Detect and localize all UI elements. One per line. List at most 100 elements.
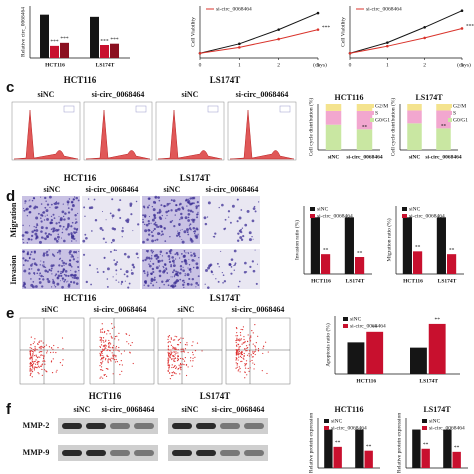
event-dot	[261, 370, 263, 372]
event-dot	[175, 367, 177, 370]
event-dot	[102, 360, 104, 362]
event-dot	[243, 352, 245, 355]
cell-dot	[125, 270, 129, 274]
event-dot	[113, 326, 116, 328]
cell-dot	[58, 238, 60, 240]
event-dot	[196, 342, 199, 344]
cell-dot	[106, 278, 109, 280]
event-dot	[183, 360, 186, 362]
legend-swatch	[343, 324, 348, 328]
cell-dot	[78, 250, 80, 253]
category-label: HCT116	[311, 278, 331, 284]
blot-band	[86, 450, 106, 456]
cell-dot	[237, 232, 240, 235]
event-dot	[246, 340, 249, 343]
cell-dot	[59, 272, 62, 275]
bar-segment	[436, 110, 451, 129]
cell-dot	[40, 220, 43, 223]
cell-dot	[244, 223, 248, 227]
cell-dot	[195, 236, 199, 239]
bar-segment	[325, 124, 342, 150]
cell-dot	[148, 229, 151, 232]
cell-dot	[177, 274, 179, 277]
x-tick-label: 2	[423, 62, 426, 68]
cell-dot	[48, 249, 50, 251]
cell-dot	[179, 235, 181, 238]
event-dot	[52, 351, 54, 353]
event-dot	[235, 358, 238, 360]
event-dot	[167, 357, 169, 359]
event-dot	[30, 356, 32, 358]
cell-dot	[142, 259, 145, 262]
event-dot	[174, 357, 177, 359]
bar-segment	[356, 129, 373, 150]
event-dot	[32, 355, 34, 357]
cell-dot	[126, 275, 129, 278]
cell-dot	[158, 269, 162, 273]
cell-dot	[113, 249, 116, 252]
cell-dot	[24, 259, 27, 262]
cell-dot	[22, 285, 25, 288]
cell-dot	[206, 216, 209, 218]
event-dot	[194, 356, 196, 358]
cell-dot	[158, 287, 161, 289]
bar-segment	[407, 104, 422, 111]
event-dot	[41, 351, 43, 353]
cell-dot	[68, 198, 71, 200]
event-dot	[253, 363, 256, 365]
cell-dot	[73, 250, 76, 254]
event-dot	[100, 366, 103, 368]
event-dot	[246, 350, 248, 352]
line	[199, 29, 319, 54]
cell-dot	[160, 234, 163, 236]
cell-line: LS174T	[210, 293, 241, 303]
cell-dot	[183, 281, 186, 284]
cell-dot	[29, 225, 31, 227]
cell-dot	[70, 208, 74, 211]
cell-dot	[193, 254, 197, 257]
event-dot	[171, 358, 173, 361]
event-dot	[177, 354, 179, 357]
cell-dot	[61, 259, 64, 262]
cell-dot	[30, 264, 33, 267]
blot-band	[62, 423, 82, 429]
cell-dot	[47, 280, 51, 284]
event-dot	[36, 348, 38, 351]
cell-dot	[60, 274, 63, 277]
significance: **	[357, 250, 363, 256]
cell-dot	[57, 274, 61, 278]
event-dot	[246, 354, 249, 356]
cell-dot	[55, 228, 59, 232]
cell-dot	[175, 251, 179, 255]
cell-dot	[162, 265, 164, 268]
event-dot	[235, 344, 238, 346]
cell-dot	[166, 272, 168, 274]
cell-dot	[110, 241, 113, 244]
legend-swatch	[422, 419, 427, 423]
cell-dot	[165, 251, 168, 255]
event-dot	[61, 364, 63, 366]
cell-dot	[222, 274, 225, 277]
event-dot	[48, 346, 51, 348]
cell-dot	[105, 241, 107, 244]
bar-segment	[407, 123, 422, 150]
event-dot	[192, 351, 194, 353]
event-dot	[32, 353, 34, 355]
category-label: LS174T	[438, 278, 457, 284]
event-dot	[173, 351, 176, 353]
cell-dot	[82, 253, 86, 256]
cell-dot	[82, 239, 86, 243]
cell-dot	[187, 209, 190, 212]
cell-dot	[169, 257, 171, 259]
cell-dot	[34, 250, 37, 253]
event-dot	[173, 366, 175, 369]
event-dot	[175, 352, 177, 354]
cell-dot	[190, 219, 192, 221]
event-dot	[107, 355, 109, 358]
dot-plot	[157, 317, 223, 385]
cell-dot	[73, 196, 76, 198]
event-dot	[254, 350, 257, 352]
cell-dot	[190, 239, 194, 243]
condition: si-circ_0068464	[102, 405, 155, 414]
cell-dot	[40, 196, 42, 198]
